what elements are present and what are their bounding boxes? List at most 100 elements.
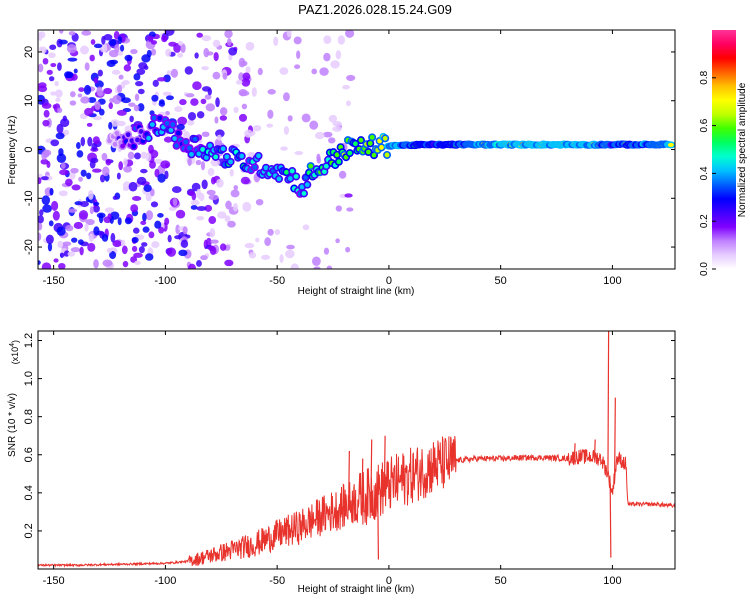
spectrogram-ridge-core [151,115,157,121]
spectrogram-ridge-core [114,130,120,136]
spectrogram-noise-blob [97,69,103,77]
spectrogram-noise-blob [196,32,203,38]
snr-scale-prefix: (x10 [10,347,20,365]
spectrogram-noise-blob [70,247,81,253]
spectrogram-ridge-core [323,163,329,169]
spectrogram-noise-blob [93,201,100,206]
snr-x-tick-label: 0 [386,575,392,587]
spectrogram-ridge-core [252,164,258,170]
spectrogram-noise-blob [118,161,124,171]
spectrogram-ridge-core [200,147,206,152]
spectrogram-noise-blob [219,243,227,251]
spectrogram-noise-blob [56,153,67,164]
snr-spike [609,483,612,558]
spectrogram-noise-blob [38,63,44,73]
spectrogram-noise-blob [110,232,116,243]
spectrogram-noise-blob [279,67,289,75]
spectrogram-noise-blob [38,260,41,265]
spectrogram-noise-blob [60,162,66,169]
spectrogram-noise-blob [240,60,248,67]
spectrogram-noise-blob [84,223,89,232]
spectrogram-noise-blob [167,234,172,243]
spectrogram-noise-blob [78,210,89,220]
colorbar-tick-label: 0.2 [699,214,710,228]
colorbar-tick-label: 0.6 [699,118,710,132]
spectrogram-noise-blob [166,70,172,77]
spectrogram-ridge-core [112,141,118,147]
spectrogram-noise-blob [41,195,51,205]
spectrogram-noise-blob [185,93,195,98]
spectrogram-noise-blob [140,168,148,174]
spectrogram-noise-blob [87,189,94,200]
spectrogram-noise-blob [238,88,248,97]
spectrogram-noise-blob [112,195,118,200]
snr-y-label: SNR (10 * v/v) [7,393,18,457]
spectrogram-ridge-core [172,136,178,142]
spectrogram-noise-blob [286,244,295,250]
spectrogram-noise-blob [228,54,233,61]
spectrogram-noise-blob [162,91,172,97]
spectrogram-noise-blob [44,149,52,156]
spectrogram-noise-blob [89,160,96,169]
spectrogram-noise-blob [150,201,159,208]
spectrogram-ridge-core [366,149,371,155]
spectrogram-noise-blob [207,88,212,96]
snr-spike [614,397,616,476]
spectrogram-noise-blob [316,156,322,164]
spectrogram-noise-blob [79,201,89,208]
spectrogram-noise-blob [109,59,119,65]
spectrogram-noise-blob [156,77,167,82]
spectrogram-noise-blob [170,68,179,78]
spectrogram-noise-blob [107,213,112,220]
spectrogram-ridge-core [304,182,310,188]
spectrogram-noise-blob [230,189,240,198]
spectrogram-noise-blob [242,201,252,212]
spectrogram-noise-blob [89,206,94,215]
spectrogram-noise-blob [196,260,202,267]
spectrogram-noise-blob [116,109,127,116]
spectrogram-noise-blob [122,80,130,85]
spectrogram-ridge-core [256,153,261,159]
spectrogram-noise-blob [208,216,217,225]
snr-y-tick-label: 0.6 [23,447,35,462]
spectrogram-noise-blob [141,54,151,63]
spectrogram-ridge-core [131,144,137,149]
spectrogram-noise-blob [255,237,260,243]
spectrogram-noise-blob [127,151,135,160]
spectrogram-noise-blob [56,226,66,236]
spectrogram-noise-blob [60,118,70,128]
spectrogram-noise-blob [201,179,208,190]
spectrogram-noise-blob [233,106,239,113]
spectrogram-noise-blob [123,64,131,72]
spectrogram-ridge-core [196,151,202,157]
spectrogram-noise-blob [311,68,318,75]
snr-plot-area [38,331,675,568]
spectrogram-noise-blob [208,194,219,201]
snr-scale-exponent: 4 [9,343,16,347]
spectrogram-noise-blob [58,190,68,197]
spectrogram-noise-blob [208,245,216,251]
spectrogram-noise-blob [39,46,44,52]
spectrogram-noise-blob [330,60,340,69]
spectrogram-noise-blob [164,217,170,226]
spectrogram-noise-blob [187,111,197,121]
spectrogram-noise-blob [215,97,220,108]
snr-y-tick-label: 1.0 [23,371,35,386]
spectrogram-noise-blob [224,30,233,39]
spectrogram-ridge-core [129,138,135,144]
spectrogram-noise-blob [69,171,76,180]
spectrogram-noise-blob [50,63,57,68]
spectrogram-ridge-core [120,143,125,149]
spectrogram-noise-blob [255,198,264,206]
spectrogram-noise-blob [57,62,62,71]
spectrogram-noise-blob [85,218,95,226]
spectrogram-ridge-core [125,132,131,138]
spectrogram-noise-blob [133,104,140,112]
spectrogram-noise-blob [108,102,114,110]
spectrogram-noise-blob [138,246,145,254]
spectrogram-noise-blob [70,91,76,98]
spectrogram-noise-blob [93,77,99,84]
spectrogram-noise-blob [141,242,148,247]
spectrogram-noise-blob [160,160,171,169]
spectrogram-noise-blob [216,178,224,188]
